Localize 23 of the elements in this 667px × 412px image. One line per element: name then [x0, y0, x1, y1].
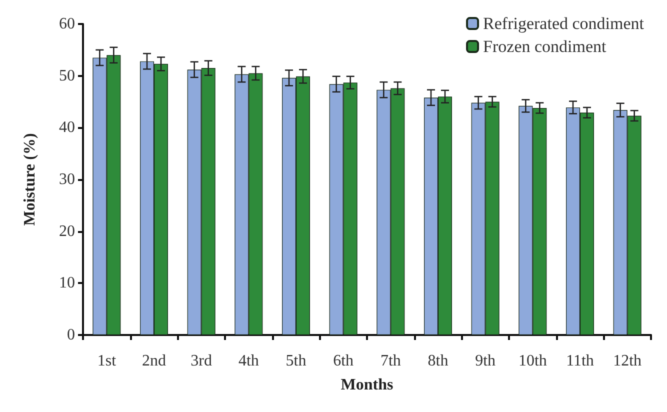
y-tick-label: 20: [59, 222, 75, 240]
y-tick-label: 50: [59, 67, 75, 84]
y-axis-title: Moisture (%): [22, 133, 38, 226]
x-tick-label: 7th: [380, 352, 401, 370]
x-tick-label: 3rd: [190, 352, 212, 370]
legend-label: Frozen condiment: [483, 37, 607, 56]
y-tick-label: 60: [59, 16, 75, 32]
x-tick-label: 4th: [238, 352, 259, 370]
legend-label: Refrigerated condiment: [483, 14, 644, 33]
x-axis-title: Months: [340, 376, 394, 394]
y-tick-label: 30: [59, 171, 75, 188]
x-tick-label: 6th: [333, 352, 354, 370]
x-tick-label: 5th: [286, 352, 306, 370]
x-tick-label: 2nd: [142, 352, 166, 370]
x-tick-label: 11th: [566, 352, 594, 370]
y-tick-label: 0: [67, 326, 75, 344]
x-tick-label: 1st: [97, 352, 117, 370]
x-tick-label: 8th: [428, 352, 448, 370]
y-tick-label: 40: [59, 119, 75, 136]
x-tick-label: 10th: [518, 352, 547, 370]
x-tick-label: 12th: [613, 352, 642, 370]
y-tick-label: 10: [59, 274, 75, 292]
x-tick-label: 9th: [475, 352, 496, 370]
